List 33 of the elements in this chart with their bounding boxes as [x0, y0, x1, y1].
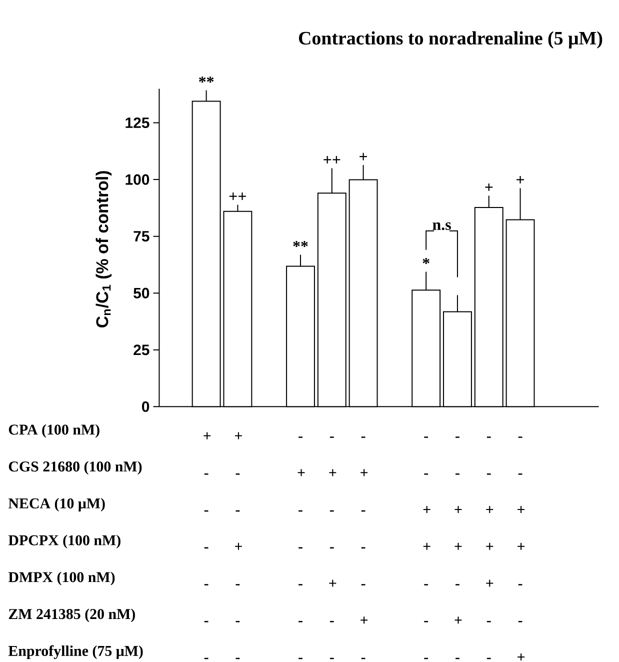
annotation: + — [485, 183, 493, 191]
category-label: - - + + - - + — [518, 436, 525, 661]
y-tick-label: 75 — [134, 231, 150, 242]
annotation: * — [422, 258, 430, 264]
y-tick-label: 50 — [134, 288, 150, 298]
y-tick-label: 25 — [134, 344, 150, 356]
text: CGS 21680 (100 nM) — [8, 461, 142, 475]
category-label: - + - - + - - — [329, 436, 336, 660]
text: CPA (100 nM) — [8, 424, 100, 438]
annotation: + — [360, 152, 368, 160]
annotation: ** — [293, 241, 308, 248]
y-axis-title: C$_{n}$/C$_{1}$ (% of control) — [96, 171, 112, 328]
text: DMPX (100 nM) — [8, 572, 115, 586]
category-label: - - + + - + - — [454, 436, 462, 660]
text: Enprofylline (75 μM) — [8, 645, 143, 660]
text: DPCPX (100 nM) — [8, 534, 120, 548]
y-tick-label: 0 — [142, 401, 150, 412]
category-label: + - - + - - - — [235, 432, 242, 660]
chart-title: Contractions to noradrenaline (5 μM) — [298, 31, 602, 48]
annotation: n.s — [432, 222, 451, 230]
annotation: ++ — [229, 192, 246, 200]
y-tick-label: 100 — [126, 174, 150, 185]
category-label: + - - - - - - — [204, 432, 211, 660]
annotation: ** — [199, 76, 214, 83]
text: NECA (10 μM) — [8, 498, 105, 512]
annotation: ++ — [324, 156, 340, 164]
category-label: - - + + + - - — [486, 436, 494, 660]
annotation: + — [516, 176, 524, 184]
category-label: - - + + - - - — [423, 436, 430, 660]
category-label: - + - - - - - — [298, 436, 305, 660]
category-label: - + - - - + - — [360, 436, 368, 660]
y-tick-label: 125 — [126, 117, 150, 128]
text: ZM 241385 (20 nM) — [8, 608, 136, 622]
